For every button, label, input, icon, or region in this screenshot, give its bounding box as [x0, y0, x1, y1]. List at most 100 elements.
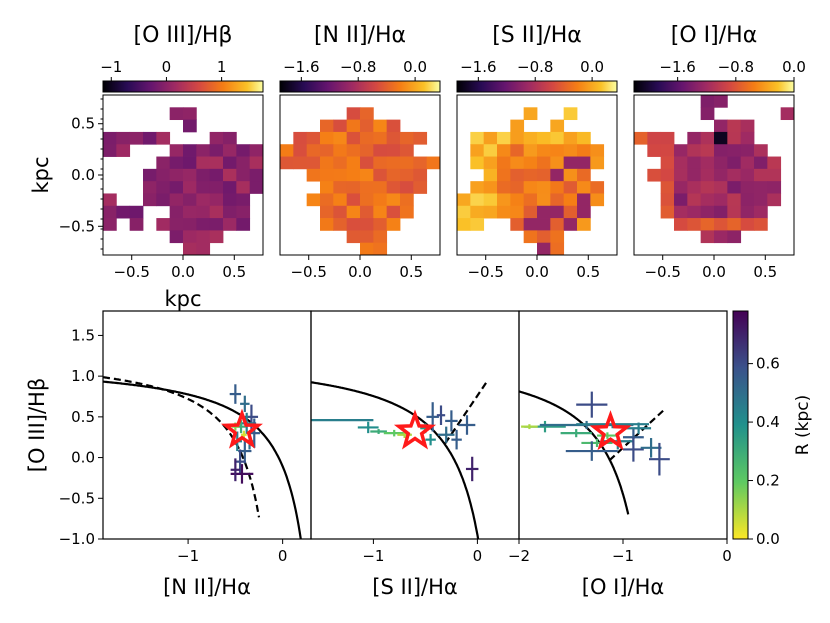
map-pixel	[537, 144, 551, 157]
map-pixel	[660, 193, 675, 207]
map-pixel	[647, 131, 662, 145]
map-pixel	[700, 168, 715, 182]
map-pixel	[156, 131, 171, 145]
map-pixel	[196, 205, 211, 219]
map-pixel	[400, 193, 414, 207]
map-pixel	[727, 193, 742, 207]
map-pixel	[103, 131, 117, 145]
map-title: [N II]/Hα	[314, 23, 406, 48]
map-pixel	[537, 218, 551, 231]
max-starburst-curve	[519, 390, 630, 515]
map-pixel	[333, 131, 348, 145]
map-pixel	[169, 156, 184, 170]
map-pixel	[400, 168, 414, 182]
map-pixel	[386, 181, 401, 194]
map-colorbar	[102, 80, 264, 93]
map-pixel	[360, 230, 374, 244]
map-pixel	[320, 168, 334, 182]
map-pixel	[373, 181, 388, 194]
map-pixel	[660, 205, 675, 219]
map-pixel	[754, 156, 768, 170]
map-pixel	[346, 168, 361, 182]
map-pixel	[373, 218, 388, 231]
map-pixel	[183, 144, 197, 157]
cbar-tick-label: −1.6	[659, 58, 695, 76]
map-pixel	[373, 119, 388, 133]
map-pixel	[236, 193, 251, 207]
bpt-ytick-label: −0.5	[59, 489, 95, 507]
map-pixel	[740, 131, 755, 145]
map-pixel	[306, 168, 321, 182]
map-pixel	[727, 168, 742, 182]
integrated-star-marker	[393, 409, 437, 450]
map-pixel	[103, 193, 117, 207]
cbar-tick-label: −1	[100, 58, 122, 76]
map-pixel	[727, 131, 742, 145]
map-pixel	[373, 131, 388, 145]
cbar-tick-label: 1	[217, 58, 227, 76]
map-pixel	[660, 181, 675, 194]
map-pixel	[306, 144, 321, 157]
colorbar-label: R (kpc)	[793, 395, 813, 455]
map-panel: −1.6 −0.8 0.0 [O I]/Hα −0.5 0.0 0.5	[633, 23, 806, 281]
map-pixel	[674, 205, 688, 219]
bpt-ytick-label: 0.5	[71, 408, 95, 426]
map-panel: −1.6 −0.8 0.0 [N II]/Hα −0.5 0.0 0.5	[279, 23, 441, 281]
map-pixel	[510, 205, 525, 219]
map-pixel	[674, 144, 688, 157]
map-pixel	[563, 218, 578, 231]
map-pixel	[320, 119, 334, 133]
map-pixel	[209, 131, 224, 145]
map-pixel	[634, 131, 648, 145]
map-pixel	[196, 230, 211, 244]
map-pixel	[523, 181, 538, 194]
max-starburst-curve	[311, 381, 480, 539]
map-pixel	[470, 181, 485, 194]
bpt-ytick-label: 0.0	[71, 449, 95, 467]
map-pixel	[563, 107, 578, 121]
map-pixel	[470, 193, 485, 207]
map-pixel	[647, 168, 662, 182]
map-pixel	[183, 230, 197, 244]
map-pixel	[550, 144, 565, 157]
map-pixel	[346, 107, 361, 121]
map-pixel	[577, 193, 591, 207]
map-pixel	[333, 193, 348, 207]
bpt-frame	[310, 310, 520, 540]
map-pixel	[700, 193, 715, 207]
map-pixel	[714, 131, 728, 145]
map-pixel	[687, 156, 702, 170]
bpt-panel: −2 −1 0 [O I]/Hα	[508, 310, 732, 599]
map-pixel	[754, 168, 768, 182]
map-pixel	[373, 144, 388, 157]
map-pixel	[523, 144, 538, 157]
map-pixel	[674, 181, 688, 194]
map-pixel	[714, 230, 728, 244]
map-pixel	[293, 156, 308, 170]
map-pixel	[386, 156, 401, 170]
map-pixel	[510, 131, 525, 145]
map-pixel	[470, 205, 485, 219]
map-pixel	[510, 218, 525, 231]
map-pixel	[550, 193, 565, 207]
map-pixel	[169, 218, 184, 231]
map-pixel	[320, 181, 334, 194]
map-pixel	[700, 107, 715, 121]
map-pixel	[333, 119, 348, 133]
colorbar-tick-label: 0.4	[756, 413, 780, 431]
map-pixel	[727, 205, 742, 219]
map-xtick-label: 0.0	[702, 263, 726, 281]
map-pixel	[590, 144, 605, 157]
map-pixel	[483, 205, 498, 219]
map-pixel	[293, 144, 308, 157]
map-pixel	[209, 205, 224, 219]
map-pixel	[660, 144, 675, 157]
cbar-tick-label: 0.0	[782, 58, 806, 76]
map-pixel	[754, 181, 768, 194]
map-pixel	[714, 181, 728, 194]
bpt-xtick-label: −2	[508, 547, 530, 565]
map-pixel	[470, 144, 485, 157]
map-pixel	[754, 193, 768, 207]
map-pixel	[360, 119, 374, 133]
